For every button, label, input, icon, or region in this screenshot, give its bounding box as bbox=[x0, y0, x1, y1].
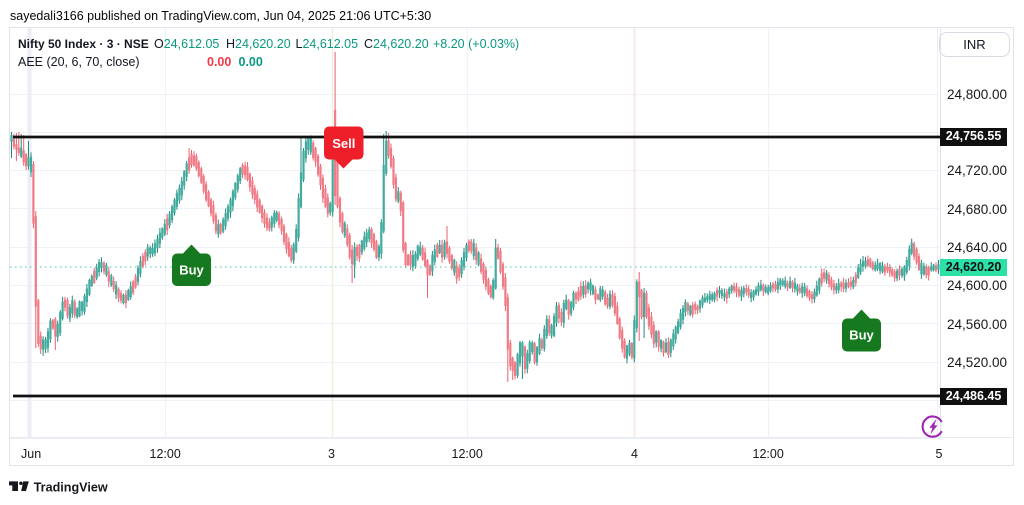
svg-text:TradingView: TradingView bbox=[34, 481, 108, 495]
svg-text:Sell: Sell bbox=[332, 136, 355, 151]
svg-text:Buy: Buy bbox=[849, 328, 874, 343]
svg-text:Buy: Buy bbox=[179, 263, 204, 278]
